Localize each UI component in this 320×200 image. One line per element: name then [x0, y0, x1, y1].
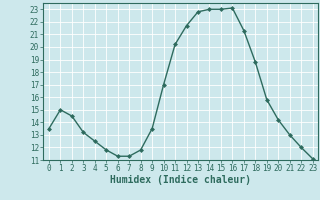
X-axis label: Humidex (Indice chaleur): Humidex (Indice chaleur): [110, 175, 251, 185]
